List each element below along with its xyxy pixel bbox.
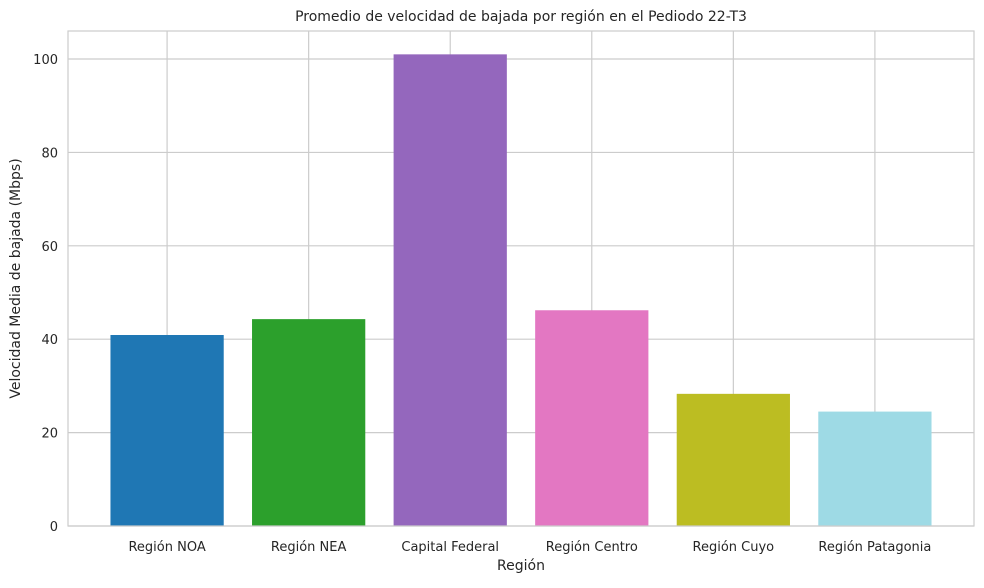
bar [252, 319, 366, 526]
y-tick-label: 100 [33, 53, 58, 68]
bar [818, 411, 932, 526]
y-tick-label: 40 [41, 333, 58, 348]
x-tick-label: Región Cuyo [693, 540, 775, 555]
x-tick-label: Región Centro [546, 540, 638, 555]
bar [535, 310, 649, 526]
y-tick-label: 80 [41, 146, 58, 161]
x-tick-label: Región Patagonia [818, 540, 931, 555]
bar [110, 335, 224, 526]
x-tick-label: Capital Federal [401, 540, 499, 555]
x-axis-label: Región [497, 558, 545, 574]
bars [110, 54, 932, 526]
bar [676, 393, 790, 526]
y-axis-label: Velocidad Media de bajada (Mbps) [8, 158, 24, 398]
y-tick-labels: 0 20 40 60 80 100 [33, 53, 58, 535]
x-tick-labels: Región NOA Región NEA Capital Federal Regió… [128, 540, 931, 555]
y-tick-label: 0 [50, 520, 58, 535]
x-tick-label: Región NEA [271, 540, 347, 555]
bar [393, 54, 507, 526]
x-tick-label: Región NOA [128, 540, 205, 555]
chart-title: Promedio de velocidad de bajada por regi… [295, 9, 747, 25]
plot-frame [67, 30, 975, 527]
y-tick-label: 20 [41, 427, 58, 442]
y-tick-label: 60 [41, 240, 58, 255]
